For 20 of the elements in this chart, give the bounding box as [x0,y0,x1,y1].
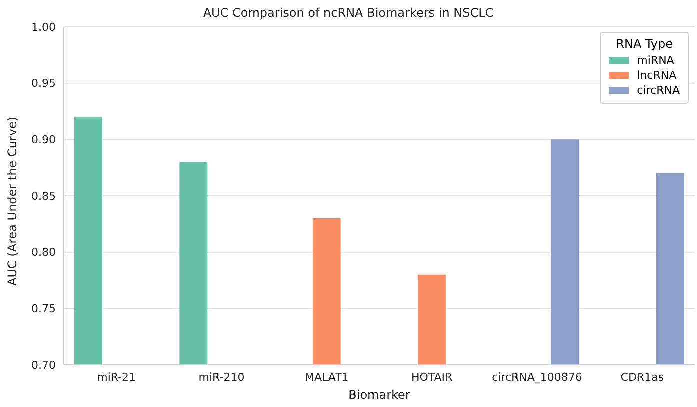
y-axis-title: AUC (Area Under the Curve) [5,116,20,286]
x-tick-label: miR-21 [97,370,136,384]
y-tick-label: 0.80 [32,246,56,260]
y-tick-label: 0.85 [32,190,56,203]
chart-title: AUC Comparison of ncRNA Biomarkers in NSCLC [202,6,495,20]
x-tick-label: MALAT1 [305,370,349,384]
x-tick-label: miR-210 [198,370,245,384]
y-tick-label: 1.00 [32,20,56,34]
x-axis-title: Biomarker [348,388,410,402]
legend-label: lncRNA [637,69,677,82]
x-tick-label: circRNA_100876 [492,370,582,384]
y-tick-label: 0.70 [32,358,56,372]
y-tick-label: 0.95 [32,77,56,90]
legend-label: miRNA [637,54,674,67]
y-tick-label: 0.75 [32,302,56,316]
x-tick-label: CDR1as [620,370,664,384]
x-tick-label: HOTAIR [411,370,454,384]
legend-label: circRNA [637,84,680,97]
y-tick-label: 0.90 [32,134,56,147]
legend-title: RNA Type [615,37,674,51]
